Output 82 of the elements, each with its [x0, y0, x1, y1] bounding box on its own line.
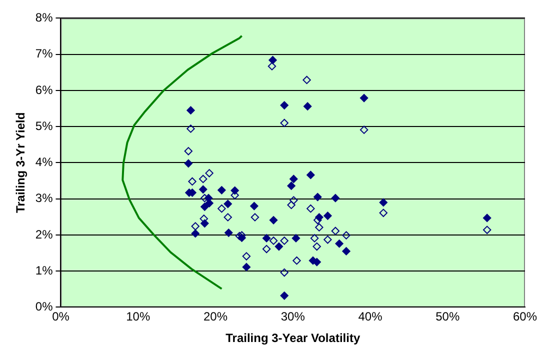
x-tick-label: 10% [126, 310, 150, 324]
point [224, 213, 232, 222]
point [335, 240, 344, 248]
point [303, 102, 312, 110]
point [188, 177, 196, 186]
point [230, 186, 239, 195]
y-tick-label: 3% [35, 191, 54, 206]
point [379, 198, 388, 207]
y-tick-label: 6% [35, 82, 54, 97]
point [242, 252, 251, 260]
point [218, 204, 226, 213]
point [306, 204, 315, 213]
point [290, 196, 298, 204]
point [280, 268, 288, 277]
point [280, 292, 288, 300]
point [269, 216, 278, 224]
point [342, 247, 350, 256]
point [312, 242, 321, 251]
point [292, 234, 300, 242]
point [262, 244, 271, 254]
point [315, 223, 324, 232]
point [224, 228, 233, 237]
point [191, 229, 200, 238]
y-tick-label: 8% [35, 10, 54, 25]
point [287, 182, 296, 190]
point [331, 194, 340, 202]
point [280, 236, 288, 245]
point [287, 200, 296, 210]
point [191, 222, 200, 230]
point [184, 147, 193, 156]
point [280, 101, 288, 110]
y-tick-label: 2% [35, 227, 54, 242]
point [314, 192, 322, 202]
point [331, 226, 340, 236]
point [482, 214, 492, 222]
y-tick-label: 5% [35, 118, 54, 133]
point [262, 234, 271, 242]
y-tick-label: 0% [35, 300, 54, 314]
point [238, 234, 246, 242]
point [306, 170, 315, 180]
point [342, 231, 350, 240]
point [250, 213, 260, 222]
point [250, 202, 258, 210]
point [310, 234, 319, 242]
point [268, 62, 276, 70]
point [205, 199, 214, 208]
point [379, 208, 388, 218]
y-tick-label: 1% [35, 263, 54, 278]
point [199, 174, 208, 184]
point [224, 200, 232, 208]
point [218, 186, 226, 194]
y-tick-label: 4% [35, 155, 54, 170]
point [360, 94, 368, 102]
point [268, 56, 277, 64]
x-tick-label: 0% [52, 310, 70, 324]
point [184, 159, 193, 168]
x-tick-label: 20% [203, 310, 228, 324]
point [200, 219, 209, 228]
y-axis-title: Trailing 3-Yr Yield [14, 112, 28, 214]
point [324, 236, 332, 244]
point [360, 126, 368, 134]
x-tick-label: 30% [280, 310, 306, 324]
x-axis-title: Trailing 3-Year Volatility [226, 331, 360, 346]
point [200, 202, 209, 211]
x-tick-label: 40% [358, 310, 383, 324]
x-tick-label: 60% [512, 310, 538, 324]
point [280, 118, 288, 128]
point [199, 185, 208, 194]
point [315, 213, 324, 222]
point [290, 174, 298, 184]
point [302, 76, 311, 84]
point [274, 242, 284, 251]
x-tick-label: 50% [436, 310, 460, 324]
point [186, 106, 195, 114]
point [186, 124, 195, 133]
point [205, 169, 214, 178]
point [242, 263, 251, 272]
point [482, 226, 492, 234]
point [324, 212, 332, 220]
point [292, 256, 301, 265]
point [269, 236, 278, 245]
y-tick-label: 7% [35, 46, 54, 61]
